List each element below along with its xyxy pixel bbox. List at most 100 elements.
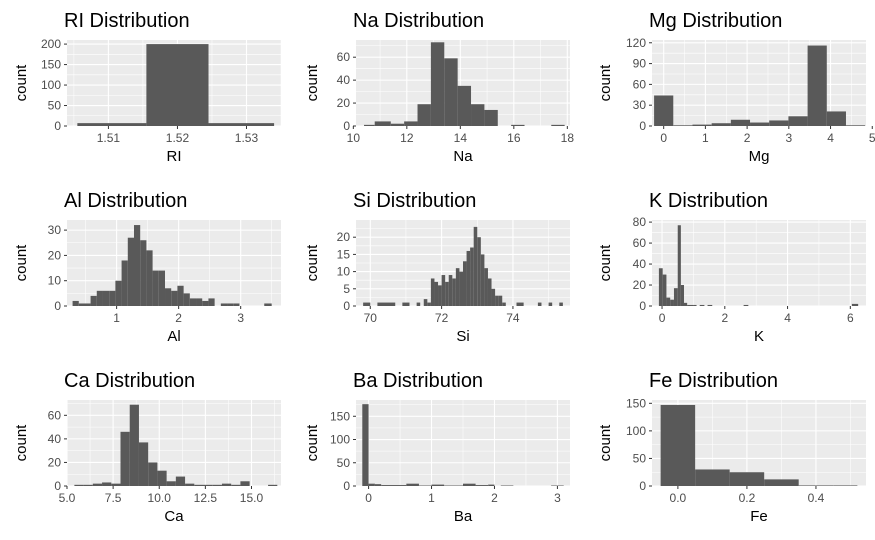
chart-ca: Ca Distribution 5.0 7.5 10.0 12.5 15.0 0 20 40 60… bbox=[13, 370, 281, 525]
histogram-bars bbox=[77, 44, 275, 126]
y-axis: 0 30 60 90 120 bbox=[626, 36, 652, 133]
histogram-bar bbox=[662, 274, 667, 306]
x-axis: 0 1 2 3 bbox=[365, 486, 561, 505]
chart-fe: Fe Distribution 0.0 0.2 0.4 0 50 100 150 Fe count bbox=[597, 370, 866, 525]
x-axis-label: Si bbox=[456, 328, 469, 345]
panel-ba: Ba Distribution 0 1 2 3 0 50 100 150 Ba count bbox=[291, 360, 582, 540]
panel-fe: Fe Distribution 0.0 0.2 0.4 0 50 100 150 Fe count bbox=[584, 360, 875, 540]
histogram-bar bbox=[227, 303, 234, 306]
y-tick-label: 60 bbox=[48, 408, 62, 422]
panel-na: Na Distribution 10 12 14 16 18 0 20 40 60 Na count bbox=[291, 0, 582, 180]
histogram-bar bbox=[441, 275, 446, 306]
histogram-bar bbox=[826, 111, 846, 126]
histogram-bar bbox=[470, 247, 474, 306]
x-tick-label: 16 bbox=[507, 131, 521, 145]
y-axis: 0 50 100 150 200 bbox=[41, 37, 67, 133]
y-tick-label: 20 bbox=[48, 455, 62, 469]
histogram-bar bbox=[833, 485, 858, 486]
x-tick-label: 1 bbox=[113, 311, 120, 325]
x-tick-label: 14 bbox=[454, 131, 468, 145]
x-tick-label: 12 bbox=[400, 131, 414, 145]
y-tick-label: 150 bbox=[330, 409, 350, 423]
y-tick-label: 0 bbox=[54, 479, 61, 493]
histogram-bar bbox=[146, 250, 153, 306]
y-tick-label: 100 bbox=[330, 433, 350, 447]
histogram-bar bbox=[673, 288, 678, 306]
histogram-bar bbox=[115, 280, 122, 306]
x-axis-label: RI bbox=[167, 148, 182, 165]
histogram-bar bbox=[166, 481, 176, 486]
y-tick-label: 20 bbox=[337, 96, 351, 110]
x-tick-label: 1 bbox=[702, 131, 709, 145]
histogram-bar bbox=[438, 285, 442, 306]
histogram-bar bbox=[189, 298, 197, 306]
y-tick-label: 0 bbox=[54, 119, 61, 133]
x-tick-label: 0.4 bbox=[808, 491, 825, 505]
y-tick-label: 0 bbox=[343, 119, 350, 133]
chart-na: Na Distribution 10 12 14 16 18 0 20 40 60 Na count bbox=[304, 10, 575, 165]
histogram-bar bbox=[165, 288, 172, 306]
x-tick-label: 2 bbox=[175, 311, 182, 325]
histogram-bar bbox=[183, 293, 190, 306]
y-tick-label: 50 bbox=[633, 451, 647, 465]
y-tick-label: 60 bbox=[337, 50, 351, 64]
histogram-bar bbox=[102, 482, 112, 486]
histogram-bar bbox=[109, 290, 116, 306]
x-tick-label: 1.52 bbox=[166, 131, 190, 145]
chart-title: Si Distribution bbox=[353, 190, 476, 212]
histogram-bar bbox=[158, 270, 166, 306]
x-axis-label: Ca bbox=[164, 508, 184, 525]
histogram-bar bbox=[707, 304, 713, 306]
histogram-bar bbox=[498, 295, 503, 306]
y-tick-label: 15 bbox=[337, 247, 351, 261]
histogram-bar bbox=[807, 45, 827, 126]
histogram-bar bbox=[548, 302, 553, 306]
histogram-bars bbox=[654, 45, 866, 126]
histogram-bar bbox=[212, 484, 222, 486]
histogram-bar bbox=[466, 250, 471, 306]
panel-si: Si Distribution 70 72 74 0 5 10 15 20 Si count bbox=[291, 180, 582, 360]
chart-title: Al Distribution bbox=[64, 190, 187, 212]
minor-gridlines bbox=[652, 220, 866, 306]
histogram-bar bbox=[240, 481, 250, 486]
histogram-bar bbox=[92, 483, 103, 486]
x-tick-label: 2 bbox=[491, 491, 498, 505]
histogram-bar bbox=[452, 278, 456, 306]
x-tick-label: 10.0 bbox=[148, 491, 172, 505]
x-tick-label: 74 bbox=[506, 311, 520, 325]
x-tick-label: 5 bbox=[869, 131, 875, 145]
y-tick-label: 0 bbox=[54, 299, 61, 313]
panel-ca: Ca Distribution 5.0 7.5 10.0 12.5 15.0 0 20 40 60… bbox=[0, 360, 291, 540]
chart-ba: Ba Distribution 0 1 2 3 0 50 100 150 Ba count bbox=[304, 370, 570, 525]
histogram-bar bbox=[368, 483, 375, 486]
x-tick-label: 1 bbox=[428, 491, 435, 505]
x-tick-label: 18 bbox=[561, 131, 575, 145]
histogram-bar bbox=[463, 483, 476, 486]
y-axis: 0 20 40 60 bbox=[48, 408, 67, 493]
histogram-bar bbox=[138, 442, 149, 486]
y-tick-label: 50 bbox=[48, 99, 62, 113]
x-tick-label: 10 bbox=[347, 131, 361, 145]
y-tick-label: 0 bbox=[343, 479, 350, 493]
histogram-bar bbox=[194, 484, 204, 486]
x-tick-label: 0.0 bbox=[670, 491, 687, 505]
y-tick-label: 0 bbox=[639, 299, 646, 313]
histogram-bar bbox=[484, 109, 498, 126]
histogram-bar bbox=[430, 42, 445, 126]
histogram-bars bbox=[364, 42, 565, 127]
histogram-bar bbox=[730, 119, 751, 126]
histogram-bar bbox=[171, 290, 178, 306]
x-tick-label: 4 bbox=[784, 311, 791, 325]
histogram-bars bbox=[660, 404, 858, 486]
y-tick-label: 20 bbox=[337, 230, 351, 244]
histogram-bar bbox=[654, 95, 674, 126]
x-axis: 0.0 0.2 0.4 bbox=[670, 486, 825, 505]
histogram-bar bbox=[208, 123, 275, 126]
x-axis-label: Al bbox=[167, 328, 180, 345]
x-tick-label: 2 bbox=[744, 131, 751, 145]
y-axis-label: count bbox=[597, 424, 614, 462]
histogram-bar bbox=[390, 123, 405, 126]
histogram-bar bbox=[427, 302, 431, 306]
histogram-bar bbox=[374, 484, 382, 486]
